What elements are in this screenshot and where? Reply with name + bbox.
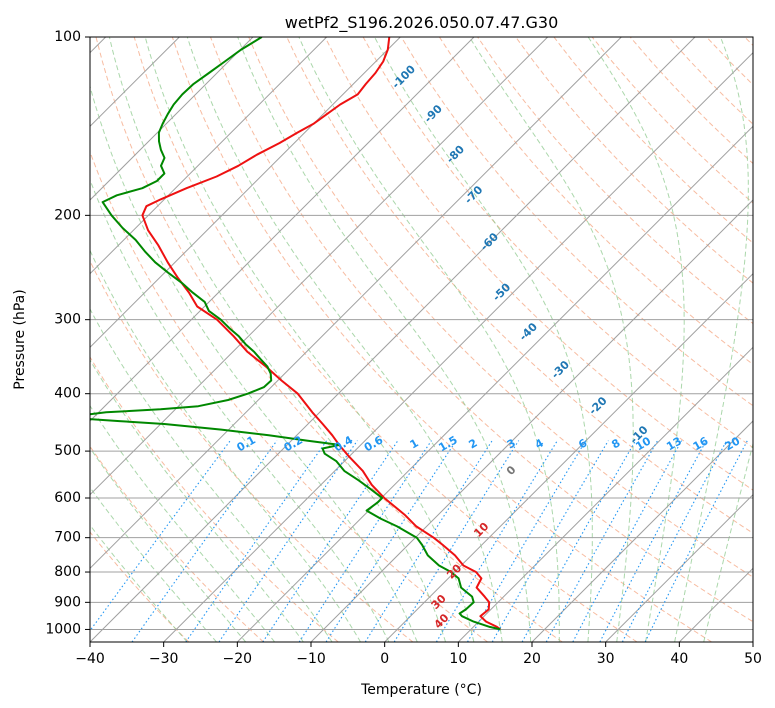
y-tick-label: 700 — [54, 530, 81, 546]
x-tick-label: −10 — [296, 651, 326, 667]
y-tick-label: 500 — [54, 443, 81, 459]
dry-adiabat-line — [438, 37, 753, 366]
x-tick-label: −40 — [75, 651, 105, 667]
grid-lines — [90, 37, 753, 642]
dry-adiabat-line — [90, 150, 488, 642]
moist-adiabat-line — [90, 178, 390, 642]
temperature-line — [141, 37, 501, 631]
moist-adiabat-line — [186, 37, 503, 642]
isotherm-line — [90, 37, 254, 201]
x-tick-label: 20 — [523, 651, 541, 667]
y-tick-label: 900 — [54, 594, 81, 610]
mixing-ratio-line — [393, 440, 520, 642]
mixing-ratio-line — [262, 440, 399, 642]
plot-background — [90, 37, 753, 642]
mixing-ratio-line — [572, 440, 683, 642]
mixing-ratio-line — [545, 440, 659, 642]
isotherm-line — [752, 641, 753, 642]
mixing-ratio-label: 25 — [755, 434, 775, 453]
isotherm-line — [605, 493, 753, 642]
x-tick-label: 30 — [597, 651, 615, 667]
moist-adiabat-line — [108, 37, 446, 642]
dry-adiabat-line — [248, 37, 753, 578]
mixing-ratio-line — [435, 440, 558, 642]
dry-adiabat-line — [324, 37, 753, 491]
x-axis-label: Temperature (°C) — [360, 682, 482, 698]
y-tick-label: 600 — [54, 490, 81, 506]
isotherm-line — [90, 37, 475, 422]
y-tick-label: 300 — [54, 312, 81, 328]
mixing-ratio-line — [131, 440, 278, 642]
mixing-ratio-line — [298, 440, 432, 642]
x-tick-label: 0 — [380, 651, 389, 667]
moist-adiabat-line — [703, 441, 753, 642]
dry-adiabat-line — [515, 37, 753, 284]
mixing-ratio-line — [364, 440, 493, 642]
moist-adiabat-line — [144, 37, 475, 642]
mixing-ratio-line — [521, 440, 637, 642]
moist-adiabat-line — [90, 358, 304, 642]
mixing-ratio-line — [325, 440, 457, 642]
plot-frame-border — [89, 36, 754, 643]
x-tick-label: 50 — [744, 651, 762, 667]
x-tick-label: 40 — [670, 651, 688, 667]
plot-frame — [89, 36, 754, 643]
moist-adiabat-line — [674, 37, 749, 642]
moist-adiabat-line — [90, 308, 333, 642]
x-tick-label: 10 — [449, 651, 467, 667]
moist-adiabat-line — [90, 404, 275, 642]
profile-lines — [90, 37, 501, 631]
y-tick-label: 200 — [54, 207, 81, 223]
dry-adiabat-line — [400, 37, 753, 407]
chart-title: wetPf2_S196.2026.050.07.47.G30 — [285, 13, 559, 33]
isotherm-line — [90, 37, 549, 496]
mixing-ratio-line — [185, 440, 328, 642]
dry-adiabat-line — [210, 37, 753, 623]
isotherm-line — [90, 37, 696, 642]
y-tick-label: 800 — [54, 564, 81, 580]
y-tick-label: 400 — [54, 386, 81, 402]
x-tick-label: −30 — [149, 651, 179, 667]
isotherm-line — [531, 420, 753, 642]
isotherm-line — [310, 199, 753, 642]
mixing-ratio-line — [644, 440, 748, 642]
moist-adiabat-line — [90, 447, 247, 642]
dry-adiabat-line — [133, 37, 638, 642]
dry-adiabat-line — [90, 356, 339, 642]
moist-adiabat-line — [374, 37, 593, 642]
isotherm-line — [384, 272, 753, 642]
x-tick-label: −20 — [223, 651, 253, 667]
mixing-ratio-line — [90, 440, 231, 632]
y-tick-label: 100 — [54, 29, 81, 45]
isotherm-line — [90, 37, 622, 570]
dry-adiabat-line — [95, 37, 563, 642]
mixing-ratio-line — [491, 440, 609, 642]
y-tick-label: 1000 — [45, 621, 81, 637]
dry-adiabat-line — [90, 445, 264, 642]
dry-adiabat-line — [90, 531, 190, 642]
y-axis-label: Pressure (hPa) — [12, 289, 28, 389]
moist-adiabat-line — [587, 37, 685, 642]
axes: −40 −30 −20 −10 0 10 20 30 40 50 1000 900 800 700 600 5… — [45, 29, 762, 667]
isotherm-line — [236, 125, 753, 642]
isotherm-line — [457, 346, 753, 642]
isotherm-line — [90, 37, 328, 275]
dry-adiabat-line — [171, 37, 712, 642]
dewpoint-line — [90, 37, 501, 631]
plot-area — [90, 37, 753, 642]
isotherm-line — [90, 37, 401, 349]
isotherm-line — [163, 51, 753, 642]
